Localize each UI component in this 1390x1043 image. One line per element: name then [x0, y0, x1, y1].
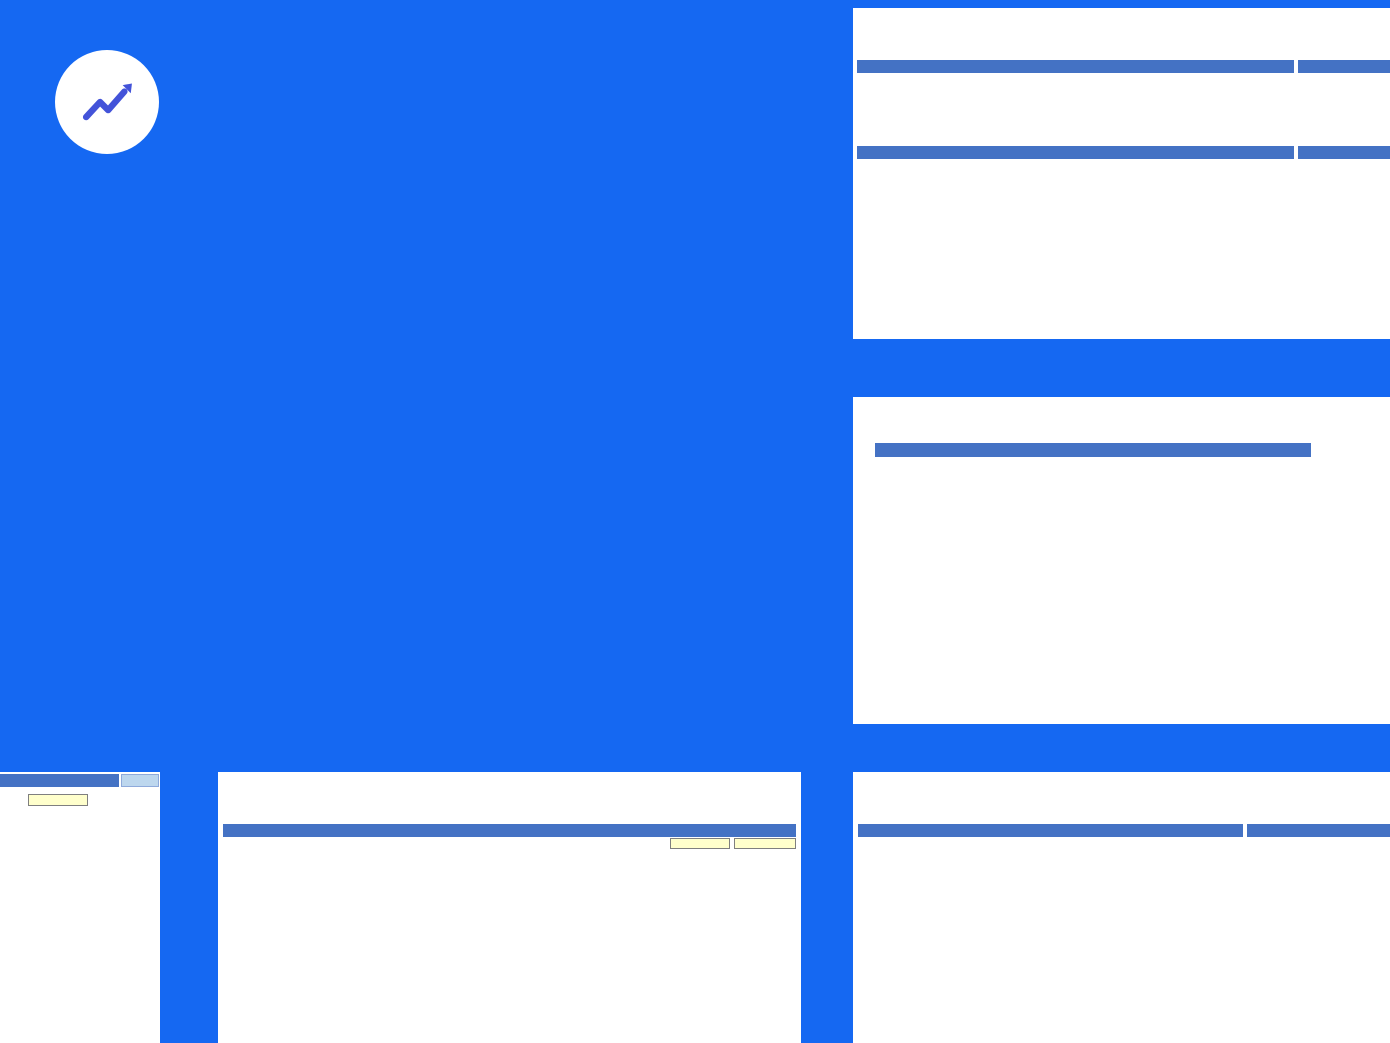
run-rate-pie-panel — [0, 772, 160, 1043]
monthly-run-rate-pie-chart — [1285, 855, 1390, 1005]
brand-header — [55, 50, 185, 154]
depth-and-runrate-panel — [853, 772, 1390, 1043]
chart-title-bar — [1247, 824, 1390, 837]
year-filter-badge[interactable] — [28, 794, 88, 806]
revenue-depth-panel — [853, 397, 1390, 724]
stacked-bar-chart — [857, 160, 1205, 335]
chart-title-bar — [875, 443, 1311, 457]
trend-arrow-icon — [82, 83, 132, 121]
revenue-bridge-panel — [218, 772, 801, 1043]
chart-title-bar — [223, 824, 796, 837]
slicer-strip — [121, 774, 159, 787]
table-title-bar — [857, 60, 1294, 73]
chart-title-bar — [858, 824, 1243, 837]
revenue-depth-bar-chart-small — [869, 850, 1203, 1010]
chart-title-bar — [0, 774, 119, 787]
table-title-bar-fragment — [1298, 60, 1390, 73]
revenue-bridge-waterfall-chart — [225, 838, 796, 1038]
line-chart — [1290, 160, 1390, 335]
brand-logo — [55, 50, 159, 154]
stacked-chart-title-bar-fragment — [1298, 146, 1390, 159]
run-rate-pie-chart — [0, 830, 125, 1000]
year-filter-badge[interactable] — [670, 838, 730, 849]
revenue-depth-bar-chart — [877, 459, 1303, 674]
stacked-chart-title-bar — [857, 146, 1294, 159]
spreadsheet-preview-panel — [853, 8, 1390, 339]
year-filter-badge[interactable] — [734, 838, 796, 849]
